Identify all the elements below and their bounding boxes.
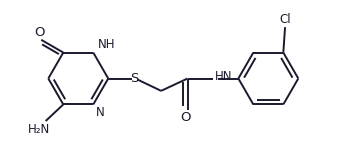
- Text: O: O: [181, 111, 191, 125]
- Text: N: N: [96, 106, 105, 119]
- Text: S: S: [131, 72, 139, 85]
- Text: H₂N: H₂N: [28, 123, 50, 136]
- Text: NH: NH: [97, 38, 115, 51]
- Text: HN: HN: [215, 70, 232, 83]
- Text: O: O: [34, 26, 45, 39]
- Text: Cl: Cl: [279, 13, 291, 26]
